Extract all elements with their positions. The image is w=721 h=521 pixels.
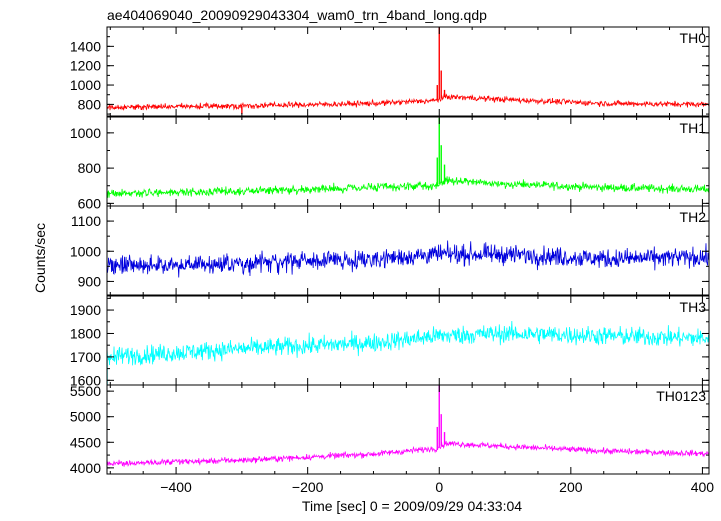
x-tick-label: 400	[691, 479, 715, 495]
chart-title: ae404069040_20090929043304_wam0_trn_4ban…	[107, 7, 487, 23]
series-line-th0123	[107, 440, 709, 467]
y-tick-label: 4500	[70, 434, 101, 450]
y-tick-label: 1800	[70, 325, 101, 341]
y-tick-label: 1400	[70, 38, 101, 54]
y-tick-label: 800	[78, 96, 102, 112]
y-tick-label: 5500	[70, 383, 101, 399]
y-tick-label: 5000	[70, 409, 101, 425]
x-tick-label: 0	[435, 479, 443, 495]
x-tick-label: 200	[559, 479, 583, 495]
y-axis-label: Counts/sec	[32, 223, 48, 293]
panel-th2: 900 1000 1100 TH2	[70, 205, 710, 296]
x-tick-label: −200	[292, 479, 324, 495]
y-tick-label: 4000	[70, 460, 101, 476]
y-tick-label: 1000	[70, 243, 101, 259]
series-line-th1	[107, 176, 709, 198]
y-tick-label: 1600	[70, 372, 101, 388]
panel-label-th0123: TH0123	[656, 388, 706, 404]
series-line-th3	[107, 320, 709, 366]
series-line-th0	[107, 93, 709, 111]
y-tick-label: 1000	[70, 125, 101, 141]
y-tick-label: 600	[78, 195, 102, 211]
panel-label-th0: TH0	[680, 30, 707, 46]
y-tick-label: 800	[78, 160, 102, 176]
y-tick-label: 1900	[70, 302, 101, 318]
panel-frame	[106, 205, 710, 296]
panel-th0123: 4000 4500 5000 5500 TH0123	[70, 383, 710, 476]
x-axis-label: Time [sec] 0 = 2009/09/29 04:33:04	[302, 498, 522, 514]
panel-label-th2: TH2	[680, 209, 707, 225]
panel-th0: 800 1000 1200 1400 TH0	[70, 26, 710, 117]
y-tick-label: 1200	[70, 58, 101, 74]
panel-th1: 600 800 1000 TH1	[70, 116, 710, 211]
panels: 800 1000 1200 1400 TH0 600 800 1000 TH1 900 1000 11…	[70, 26, 715, 495]
y-tick-label: 1700	[70, 349, 101, 365]
panel-th3: 1600 1700 1800 1900 TH3	[70, 295, 710, 388]
series-line-th2	[107, 240, 709, 278]
y-tick-label: 1100	[71, 213, 101, 229]
y-tick-label: 900	[78, 273, 102, 289]
panel-frame	[106, 116, 710, 207]
y-tick-label: 1000	[70, 77, 101, 93]
panel-label-th3: TH3	[680, 299, 707, 315]
panel-frame	[106, 26, 710, 117]
x-tick-label: −400	[160, 479, 192, 495]
panel-label-th1: TH1	[680, 120, 707, 136]
